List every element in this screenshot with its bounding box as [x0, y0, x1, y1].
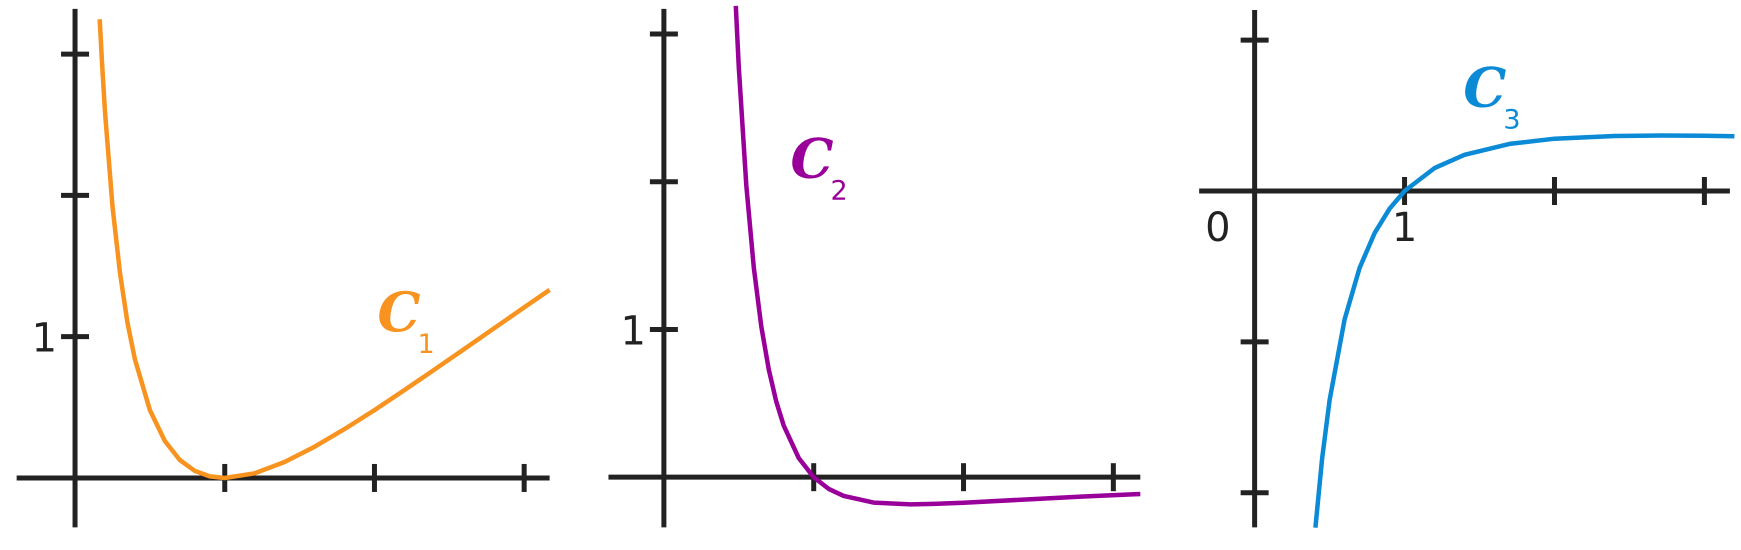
curve-subscript: 1: [418, 329, 435, 360]
x-tick-label: 1: [1392, 205, 1417, 251]
curve-subscript: 3: [1503, 105, 1520, 136]
y-tick-label: 1: [620, 308, 645, 354]
y-tick-label: 1: [32, 316, 57, 362]
curve: [1313, 133, 1735, 528]
curve: [733, 5, 1141, 507]
curve-name: C: [791, 127, 834, 191]
curve-name: C: [378, 280, 421, 344]
origin-label: 0: [1205, 205, 1230, 251]
curve: [97, 19, 551, 481]
curve-name: C: [1463, 56, 1506, 120]
curve-subscript: 2: [831, 176, 848, 207]
